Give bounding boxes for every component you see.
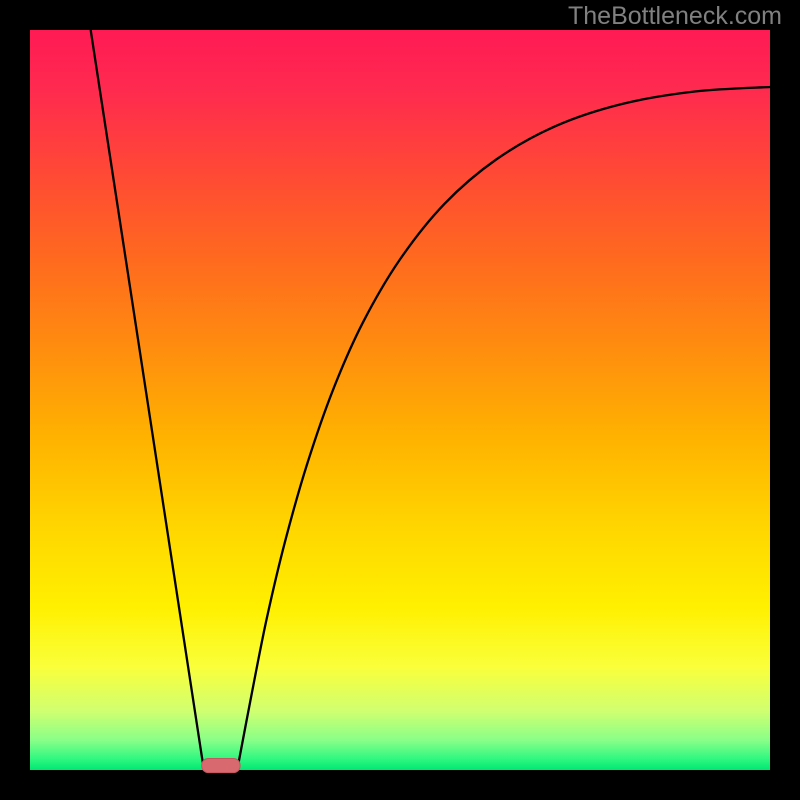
plot-gradient-background — [30, 30, 770, 770]
minimum-marker — [202, 759, 240, 773]
bottleneck-chart — [0, 0, 800, 800]
chart-container: TheBottleneck.com — [0, 0, 800, 800]
watermark-text: TheBottleneck.com — [568, 2, 782, 31]
